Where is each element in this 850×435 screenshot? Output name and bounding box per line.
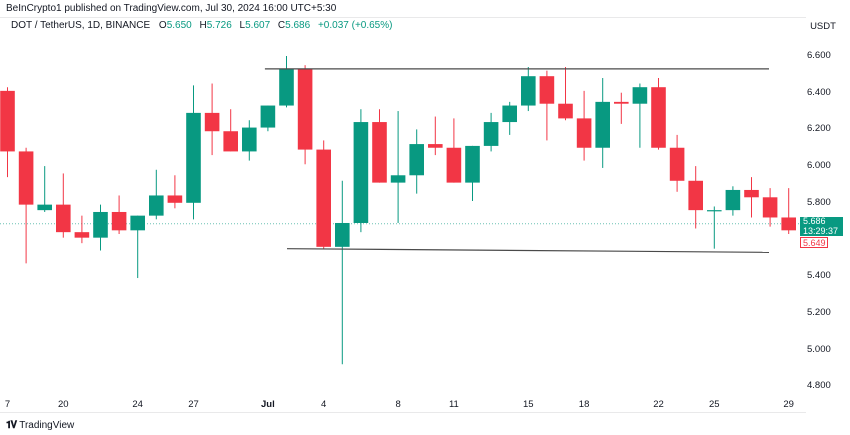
candle[interactable] [502, 101, 517, 135]
published-line: BeInCrypto1 published on TradingView.com… [6, 3, 337, 14]
currency-unit-button[interactable]: USDT [803, 20, 843, 34]
bottom-divider [0, 412, 806, 413]
candle[interactable] [576, 90, 592, 161]
tradingview-logo-icon: 𝟏𝐕 [6, 420, 17, 431]
time-tick-label: 20 [58, 399, 69, 410]
open-value: 5.650 [166, 20, 192, 31]
candle[interactable] [409, 129, 424, 194]
price-tick-label: 6.400 [807, 86, 831, 98]
candle[interactable] [130, 215, 145, 279]
candle[interactable] [260, 105, 276, 132]
bar-countdown: 13:29:37 [803, 225, 839, 236]
time-tick-label: 7 [4, 399, 11, 410]
candle[interactable] [595, 78, 610, 168]
time-tick-label: 8 [395, 399, 401, 410]
candle[interactable] [186, 85, 201, 220]
candle[interactable] [632, 83, 648, 148]
candle[interactable] [446, 118, 462, 183]
price-tick-label: 5.200 [807, 306, 831, 318]
top-divider [0, 17, 806, 18]
change-value: +0.037 (+0.65%) [317, 20, 393, 31]
candle[interactable] [242, 120, 257, 161]
tradingview-brand[interactable]: 𝟏𝐕 TradingView [6, 420, 74, 431]
candle[interactable] [316, 140, 331, 249]
candle[interactable] [651, 78, 666, 150]
time-tick-label: 18 [578, 399, 590, 410]
time-tick-label: 4 [321, 399, 327, 410]
time-tick-label: 29 [783, 399, 794, 410]
candle[interactable] [428, 116, 443, 156]
candle[interactable] [781, 188, 796, 234]
current-price-tag: 5.686 13:29:37 [800, 216, 843, 236]
candle[interactable] [390, 111, 406, 223]
candle[interactable] [167, 175, 183, 209]
time-tick-label: Jul [261, 399, 275, 410]
candle[interactable] [483, 112, 499, 152]
open-key: O [158, 20, 167, 31]
high-value: 5.726 [206, 20, 232, 31]
candle[interactable] [762, 188, 778, 227]
price-tick-label: 5.800 [807, 196, 831, 208]
price-tick-label: 5.400 [807, 270, 831, 282]
time-tick-label: 24 [132, 399, 143, 410]
candle[interactable] [0, 87, 15, 178]
low-key: L [239, 20, 246, 31]
candle[interactable] [725, 186, 741, 216]
symbol-legend: DOT / TetherUS, 1D, BINANCE O5.650 H5.72… [11, 20, 397, 31]
candle[interactable] [93, 204, 108, 251]
candle[interactable] [149, 169, 164, 220]
low-value: 5.607 [245, 20, 271, 31]
candle[interactable] [297, 65, 313, 165]
candle[interactable] [669, 134, 685, 192]
price-tick-label: 6.600 [807, 50, 831, 61]
candle[interactable] [18, 147, 34, 264]
price-tick-label: 5.000 [807, 343, 831, 355]
candle[interactable] [56, 173, 71, 238]
candle[interactable] [223, 109, 238, 152]
candle[interactable] [74, 215, 90, 244]
price-tick-label: 4.800 [807, 380, 831, 392]
brand-name: TradingView [19, 420, 75, 431]
current-price: 5.686 [803, 216, 826, 226]
candle[interactable] [521, 67, 536, 112]
candle[interactable] [688, 166, 703, 229]
time-tick-label: 25 [709, 399, 720, 410]
candle[interactable] [372, 109, 387, 183]
candle[interactable] [37, 166, 52, 212]
close-value: 5.686 [285, 20, 311, 31]
candle[interactable] [614, 92, 629, 124]
candle[interactable] [353, 109, 369, 233]
candle[interactable] [111, 195, 127, 234]
price-tick-label: 6.000 [807, 160, 831, 172]
candle[interactable] [707, 206, 722, 249]
close-key: C [277, 20, 286, 31]
time-tick-label: 22 [653, 399, 664, 410]
price-tick-label: 6.200 [807, 123, 831, 135]
candle[interactable] [558, 67, 573, 121]
high-key: H [199, 20, 207, 31]
support-line[interactable] [286, 248, 770, 253]
candle[interactable] [465, 145, 480, 201]
candle[interactable] [204, 83, 220, 156]
candle[interactable] [335, 180, 350, 365]
time-tick-label: 27 [188, 399, 199, 410]
candle[interactable] [279, 56, 294, 108]
symbol-name: DOT / TetherUS, 1D, BINANCE [11, 20, 151, 31]
low-price-tag: 5.649 [800, 237, 828, 248]
candle[interactable] [539, 70, 555, 141]
candle[interactable] [744, 177, 759, 218]
time-tick-label: 15 [523, 399, 534, 410]
time-tick-label: 11 [448, 399, 459, 410]
